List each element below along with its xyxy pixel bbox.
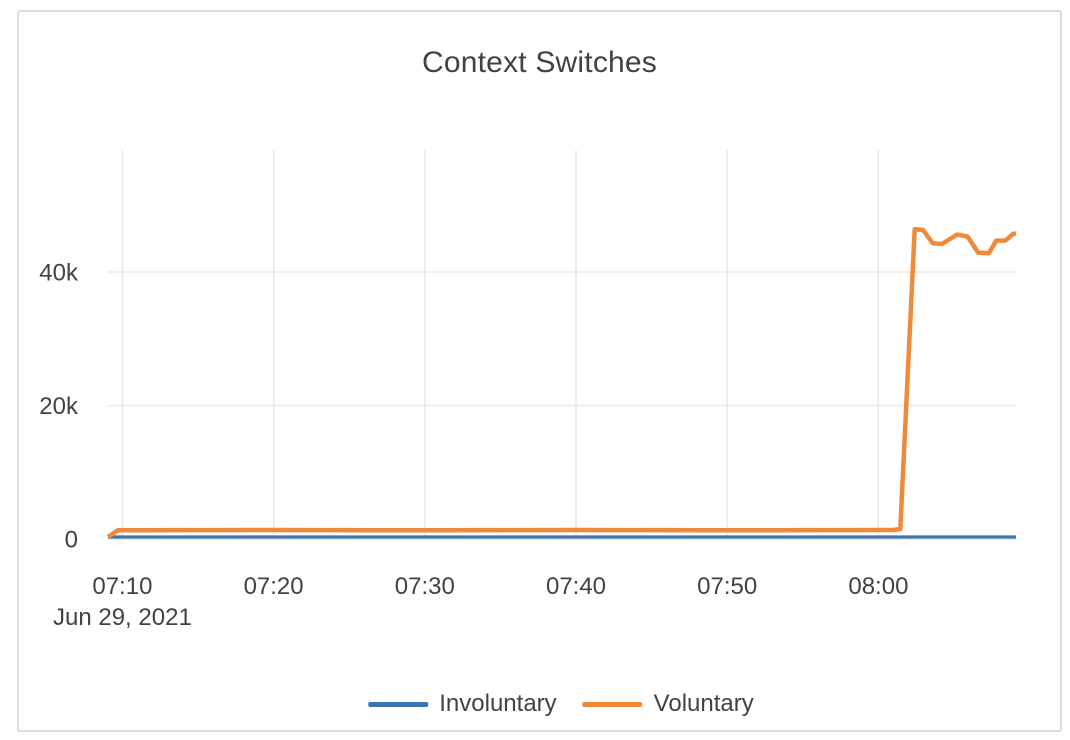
legend-item-voluntary[interactable]: Voluntary	[582, 690, 754, 718]
x-axis-date-label: Jun 29, 2021	[53, 604, 192, 631]
x-tick-label: 07:40	[546, 573, 606, 600]
y-tick-label: 40k	[39, 260, 79, 287]
legend-item-involuntary[interactable]: Involuntary	[368, 690, 557, 718]
legend-line-swatch-involuntary	[368, 701, 429, 707]
chart-legend: Involuntary Voluntary	[368, 690, 754, 718]
x-tick-label: 07:30	[395, 573, 455, 600]
chart-title: Context Switches	[422, 46, 657, 79]
x-tick-label: 07:10	[92, 573, 152, 600]
y-tick-label: 20k	[39, 393, 79, 420]
series-line-voluntary[interactable]	[106, 227, 1017, 539]
legend-label-involuntary: Involuntary	[439, 690, 557, 717]
chart-card	[17, 10, 1062, 732]
y-tick-label: 0	[65, 527, 78, 554]
x-tick-label: 07:20	[244, 573, 304, 600]
x-tick-label: 08:00	[848, 573, 908, 600]
legend-label-voluntary: Voluntary	[653, 690, 754, 717]
legend-line-swatch-voluntary	[582, 701, 643, 707]
x-tick-label: 07:50	[697, 573, 757, 600]
